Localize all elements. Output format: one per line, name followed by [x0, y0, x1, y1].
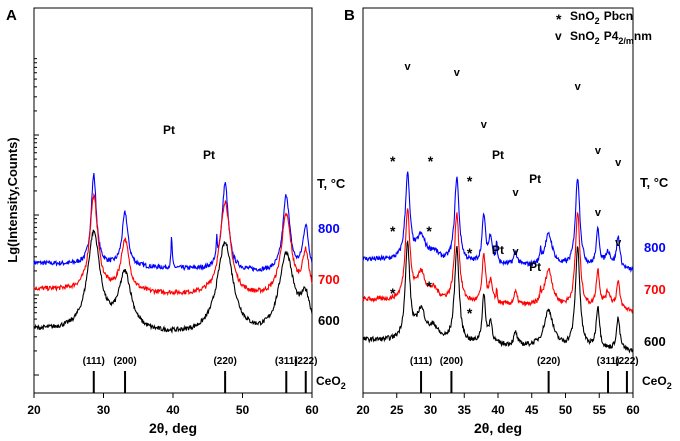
pt-label: Pt	[529, 260, 541, 274]
panel-a-temp-700: 700	[318, 272, 340, 287]
panel-b-letter: B	[344, 7, 355, 24]
panel-b-x-ticks: 20 25 30 35 40 45 50 55 60	[356, 393, 640, 417]
panel-b: B 20 25 30 35 40 45 50 55 60 (111) (200) (220) (311…	[344, 7, 672, 436]
panel-b-ceo2-reflections: (111) (200) (220) (311)(222)	[410, 356, 639, 393]
p4-v-marker: v	[595, 207, 602, 219]
x-tick-label: 35	[458, 403, 472, 417]
panel-b-temp-header: T, °C	[640, 175, 669, 190]
panel-a-x-axis-label: 2θ, deg	[149, 420, 197, 436]
series-800-line	[33, 172, 313, 272]
legend-pbcn-label: SnO2 Pbcn	[570, 9, 633, 26]
pt-label: Pt	[492, 148, 504, 162]
panel-a: A 20 30 40 50 60 (111) (200) (220) (311)(222) P…	[5, 7, 346, 436]
pbcn-asterisk: *	[390, 285, 396, 301]
p4-v-marker: v	[575, 81, 582, 93]
p4-v-marker: v	[481, 119, 488, 131]
p4-v-marker: v	[615, 157, 622, 169]
x-tick-label: 60	[626, 403, 640, 417]
panel-a-x-ticks: 20 30 40 50 60	[27, 393, 319, 417]
panel-a-letter: A	[6, 7, 17, 24]
ceo2-hkl-label: (200)	[113, 356, 136, 367]
series-700-line	[33, 192, 313, 297]
series-800-line	[362, 171, 634, 274]
panel-a-series	[33, 172, 313, 334]
x-tick-label: 50	[559, 403, 573, 417]
x-tick-label: 25	[390, 403, 404, 417]
x-tick-label: 60	[305, 403, 319, 417]
legend: * SnO2 Pbcn v SnO2 P42/mnm	[555, 9, 652, 46]
p4-v-marker: v	[615, 237, 622, 249]
panel-a-frame	[33, 7, 313, 394]
pbcn-asterisk: *	[390, 153, 396, 169]
pbcn-asterisk: *	[467, 173, 473, 189]
pbcn-asterisk: *	[467, 305, 473, 321]
series-600-line	[362, 239, 634, 354]
pbcn-asterisk: *	[390, 223, 396, 239]
panel-b-temp-600: 600	[644, 334, 666, 349]
panel-b-series	[362, 171, 634, 354]
x-tick-label: 20	[27, 403, 41, 417]
p4-v-marker: v	[454, 67, 461, 79]
x-tick-label: 55	[593, 403, 607, 417]
x-tick-label: 40	[491, 403, 505, 417]
panel-a-ceo2-label: CeO2	[316, 374, 346, 391]
panel-a-pt-label-2: Pt	[203, 148, 215, 162]
panel-a-pt-label-1: Pt	[163, 123, 175, 137]
ceo2-hkl-label: (220)	[213, 356, 236, 367]
ceo2-hkl-label: (220)	[537, 356, 560, 367]
ceo2-hkl-label: (311)	[597, 356, 620, 367]
pbcn-asterisk: *	[428, 153, 434, 169]
ceo2-hkl-label: (111)	[83, 356, 105, 367]
p4-v-marker: v	[595, 145, 602, 157]
p4-v-marker: v	[512, 187, 519, 199]
legend-pbcn-symbol: *	[556, 11, 562, 27]
panel-a-temp-header: T, °C	[317, 176, 346, 191]
panel-b-temp-700: 700	[644, 282, 666, 297]
panel-a-y-ticks	[34, 58, 39, 376]
x-tick-label: 30	[97, 403, 111, 417]
pbcn-asterisk: *	[426, 278, 432, 294]
panel-a-temp-800: 800	[318, 221, 340, 236]
panel-a-y-axis-label: Lg(Intensity,Counts)	[5, 137, 20, 262]
x-tick-label: 20	[356, 403, 370, 417]
x-tick-label: 50	[236, 403, 250, 417]
p4-v-marker: v	[404, 61, 411, 73]
ceo2-hkl-label: (222)	[615, 356, 638, 367]
panel-b-temp-800: 800	[644, 240, 666, 255]
ceo2-hkl-label: (311)	[275, 356, 298, 367]
series-600-line	[33, 229, 313, 334]
panel-b-x-axis-label: 2θ, deg	[474, 420, 522, 436]
x-tick-label: 45	[525, 403, 539, 417]
panel-b-ceo2-label: CeO2	[642, 374, 672, 391]
panel-b-phase-markers: * * * * * * * * * v v v v v v v v v v Pt Pt Pt Pt	[390, 61, 622, 321]
ceo2-hkl-label: (200)	[440, 356, 463, 367]
panel-a-temp-600: 600	[318, 313, 340, 328]
pbcn-asterisk: *	[426, 223, 432, 239]
pt-label: Pt	[529, 172, 541, 186]
legend-p4-symbol: v	[555, 29, 562, 43]
panel-a-ceo2-reflections: (111) (200) (220) (311)(222)	[83, 356, 317, 393]
pt-label: Pt	[492, 243, 504, 257]
legend-p4-label: SnO2 P42/mnm	[570, 29, 652, 46]
p4-v-marker: v	[512, 246, 519, 258]
x-tick-label: 30	[424, 403, 438, 417]
series-700-line	[362, 208, 634, 315]
pbcn-asterisk: *	[467, 245, 473, 261]
x-tick-label: 40	[166, 403, 180, 417]
ceo2-hkl-label: (111)	[410, 356, 432, 367]
ceo2-hkl-label: (222)	[294, 356, 317, 367]
